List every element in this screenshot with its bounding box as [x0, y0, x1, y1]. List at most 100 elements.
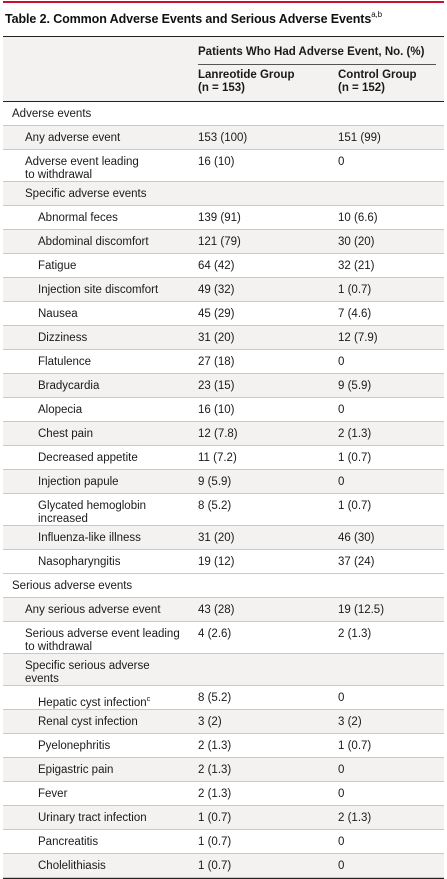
table-row: Specific adverse events: [3, 182, 444, 206]
cell-control: 151 (99): [338, 132, 381, 144]
table-row: Flatulence 27 (18) 0: [3, 350, 444, 374]
cell-control: 32 (21): [338, 260, 375, 272]
cell-control: 7 (4.6): [338, 308, 372, 320]
cell-control: 1 (0.7): [338, 740, 372, 752]
column-header-control: Control Group (n = 152): [338, 69, 417, 95]
row-label: Any adverse event: [25, 132, 121, 144]
row-label: Epigastric pain: [38, 764, 114, 776]
table-row: Urinary tract infection 1 (0.7) 2 (1.3): [3, 806, 444, 830]
cell-control: 30 (20): [338, 236, 375, 248]
adverse-events-table: Patients Who Had Adverse Event, No. (%) …: [3, 36, 444, 878]
cell-control: 37 (24): [338, 556, 375, 568]
spanning-header-rule: [198, 64, 436, 65]
cell-lanreotide: 3 (2): [198, 716, 222, 728]
column-header-lanreotide-n: (n = 153): [198, 82, 245, 94]
row-label: Abnormal feces: [38, 212, 118, 224]
row-label: Urinary tract infection: [38, 812, 147, 824]
table-body: Adverse events Any adverse event 153 (100)…: [3, 102, 444, 878]
cell-lanreotide: 19 (12): [198, 556, 235, 568]
cell-lanreotide: 153 (100): [198, 132, 248, 144]
table-row: Influenza-like illness 31 (20) 46 (30): [3, 526, 444, 550]
cell-control: 1 (0.7): [338, 500, 372, 512]
cell-control: 0: [338, 764, 345, 776]
column-header-lanreotide: Lanreotide Group (n = 153): [198, 69, 294, 95]
table-row: Fever 2 (1.3) 0: [3, 782, 444, 806]
table-row: Bradycardia 23 (15) 9 (5.9): [3, 374, 444, 398]
cell-lanreotide: 8 (5.2): [198, 692, 232, 704]
cell-lanreotide: 1 (0.7): [198, 812, 232, 824]
cell-control: 2 (1.3): [338, 812, 372, 824]
table-row: Chest pain 12 (7.8) 2 (1.3): [3, 422, 444, 446]
row-label: Alopecia: [38, 404, 83, 416]
row-label: Injection site discomfort: [38, 284, 159, 296]
table-row: Serious adverse event leading to withdraw…: [3, 622, 444, 654]
table-title: Table 2. Common Adverse Events and Serio…: [5, 10, 383, 27]
cell-control: 0: [338, 692, 345, 704]
cell-lanreotide: 31 (20): [198, 332, 235, 344]
cell-lanreotide: 139 (91): [198, 212, 241, 224]
table-row: Fatigue 64 (42) 32 (21): [3, 254, 444, 278]
cell-lanreotide: 8 (5.2): [198, 500, 232, 512]
row-label: Specific adverse events: [25, 188, 147, 200]
row-label: Serious adverse event leading to withdraw…: [25, 628, 180, 653]
row-label: Flatulence: [38, 356, 92, 368]
table-row: Glycated hemoglobin increased 8 (5.2) 1 (0.…: [3, 494, 444, 526]
row-label-footnote: c: [146, 694, 151, 703]
cell-lanreotide: 2 (1.3): [198, 764, 232, 776]
row-label: Serious adverse events: [12, 580, 133, 592]
cell-lanreotide: 45 (29): [198, 308, 235, 320]
row-label: Specific serious adverse events: [25, 660, 150, 685]
row-label: Fever: [38, 788, 68, 800]
row-label: Nausea: [38, 308, 78, 320]
cell-control: 1 (0.7): [338, 284, 372, 296]
row-label: Decreased appetite: [38, 452, 138, 464]
column-header-lanreotide-name: Lanreotide Group: [198, 69, 295, 81]
table-row: Nasopharyngitis 19 (12) 37 (24): [3, 550, 444, 574]
cell-lanreotide: 12 (7.8): [198, 428, 238, 440]
row-label: Chest pain: [38, 428, 93, 440]
cell-control: 0: [338, 476, 345, 488]
table-title-text: Table 2. Common Adverse Events and Serio…: [5, 12, 372, 27]
cell-lanreotide: 2 (1.3): [198, 740, 232, 752]
cell-lanreotide: 4 (2.6): [198, 628, 232, 640]
cell-lanreotide: 16 (10): [198, 404, 235, 416]
table-row: Hepatic cyst infectionc 8 (5.2) 0: [3, 686, 444, 710]
cell-control: 0: [338, 788, 345, 800]
table-row: Nausea 45 (29) 7 (4.6): [3, 302, 444, 326]
spanning-header: Patients Who Had Adverse Event, No. (%): [198, 46, 425, 58]
table-row: Pyelonephritis 2 (1.3) 1 (0.7): [3, 734, 444, 758]
section-row: Serious adverse events: [3, 574, 444, 598]
table-title-footnote-marks: a,b: [371, 10, 383, 19]
column-header-control-name: Control Group: [338, 69, 417, 81]
column-header-control-n: (n = 152): [338, 82, 385, 94]
cell-lanreotide: 1 (0.7): [198, 836, 232, 848]
cell-control: 19 (12.5): [338, 604, 385, 616]
cell-control: 10 (6.6): [338, 212, 378, 224]
row-label: Pancreatitis: [38, 836, 99, 848]
table-row: Any adverse event 153 (100) 151 (99): [3, 126, 444, 150]
row-label: Influenza-like illness: [38, 532, 141, 544]
table-row: Renal cyst infection 3 (2) 3 (2): [3, 710, 444, 734]
cell-lanreotide: 121 (79): [198, 236, 241, 248]
row-label: Injection papule: [38, 476, 119, 488]
table-row: Epigastric pain 2 (1.3) 0: [3, 758, 444, 782]
row-label: Glycated hemoglobin increased: [38, 500, 147, 525]
row-label: Dizziness: [38, 332, 88, 344]
cell-lanreotide: 11 (7.2): [198, 452, 237, 464]
table-row: Decreased appetite 11 (7.2) 1 (0.7): [3, 446, 444, 470]
cell-control: 1 (0.7): [338, 452, 372, 464]
cell-control: 0: [338, 156, 345, 168]
table-row: Adverse event leading to withdrawal 16 (10…: [3, 150, 444, 182]
table-row: Pancreatitis 1 (0.7) 0: [3, 830, 444, 854]
row-label: Fatigue: [38, 260, 77, 272]
cell-control: 0: [338, 404, 345, 416]
table-row: Abnormal feces 139 (91) 10 (6.6): [3, 206, 444, 230]
table-row: Injection papule 9 (5.9) 0: [3, 470, 444, 494]
row-label: Renal cyst infection: [38, 716, 138, 728]
table-row: Alopecia 16 (10) 0: [3, 398, 444, 422]
row-label: Hepatic cyst infectionc: [38, 694, 151, 709]
cell-control: 0: [338, 836, 345, 848]
table-row: Specific serious adverse events: [3, 654, 444, 686]
cell-lanreotide: 43 (28): [198, 604, 235, 616]
cell-lanreotide: 64 (42): [198, 260, 235, 272]
